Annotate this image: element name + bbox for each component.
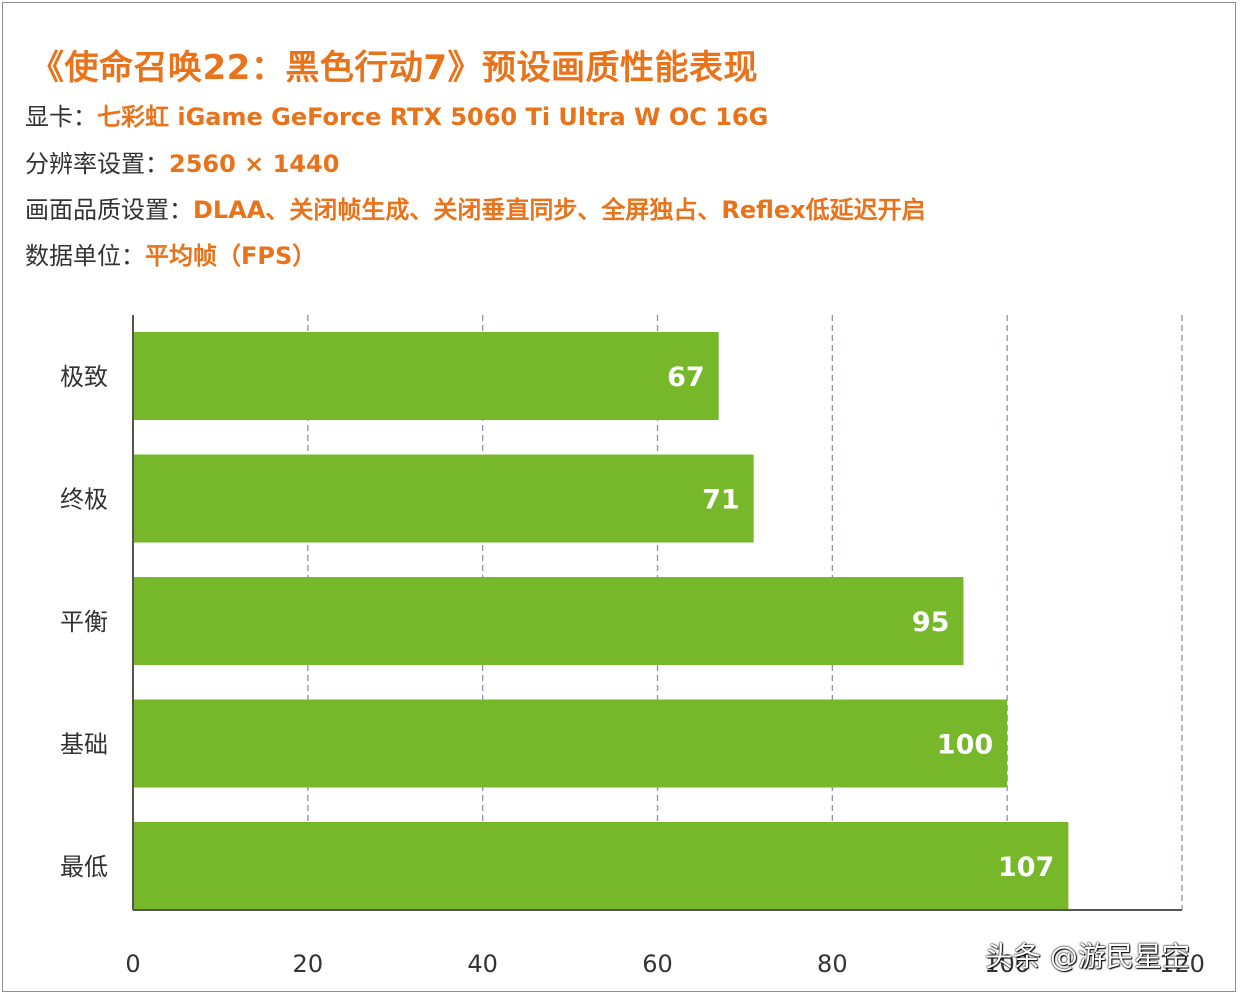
bar-1 — [133, 332, 719, 420]
watermark: 头条 @游民星空 — [985, 940, 1190, 973]
unit-value: 平均帧（FPS） — [145, 242, 317, 270]
quality-value: DLAA、关闭帧生成、关闭垂直同步、全屏独占、Reflex低延迟开启 — [193, 196, 926, 224]
x-tick-label-0: 0 — [125, 950, 140, 978]
unit-label: 数据单位： — [25, 242, 145, 270]
bar-4 — [133, 699, 1008, 788]
quality-label: 画面品质设置： — [25, 196, 193, 224]
x-tick-label-40: 40 — [467, 950, 498, 978]
category-label-4: 基础 — [60, 731, 108, 759]
bar-value-label-4: 100 — [937, 730, 993, 761]
x-tick-label-120: 120 — [1159, 950, 1205, 978]
x-tick-label-80: 80 — [817, 950, 848, 978]
bar-value-label-5: 107 — [998, 852, 1054, 883]
unit-info-line: 数据单位：平均帧（FPS） — [25, 236, 316, 271]
resolution-info-line: 分辨率设置：2560 × 1440 — [25, 144, 339, 179]
gpu-value: 七彩虹 iGame GeForce RTX 5060 Ti Ultra W OC… — [97, 103, 769, 131]
bar-value-label-1: 67 — [667, 362, 705, 393]
x-tick-label-100: 100 — [984, 950, 1030, 978]
gpu-info-line: 显卡：七彩虹 iGame GeForce RTX 5060 Ti Ultra W… — [25, 97, 768, 132]
chart-title: 《使命召唤22：黑色行动7》预设画质性能表现 — [30, 48, 758, 88]
bar-value-label-2: 71 — [702, 485, 740, 516]
resolution-value: 2560 × 1440 — [169, 150, 340, 178]
category-label-3: 平衡 — [60, 608, 108, 636]
gpu-label: 显卡： — [25, 103, 97, 131]
bar-2 — [133, 454, 754, 543]
category-label-5: 最低 — [60, 853, 108, 881]
bar-value-label-3: 95 — [912, 607, 950, 638]
quality-info-line: 画面品质设置：DLAA、关闭帧生成、关闭垂直同步、全屏独占、Reflex低延迟开… — [25, 190, 926, 225]
bar-5 — [133, 822, 1069, 910]
category-label-2: 终极 — [60, 486, 108, 514]
category-label-1: 极致 — [60, 363, 108, 391]
x-tick-label-60: 60 — [642, 950, 673, 978]
resolution-label: 分辨率设置： — [25, 150, 169, 178]
bar-3 — [133, 577, 964, 665]
x-tick-label-20: 20 — [293, 950, 324, 978]
